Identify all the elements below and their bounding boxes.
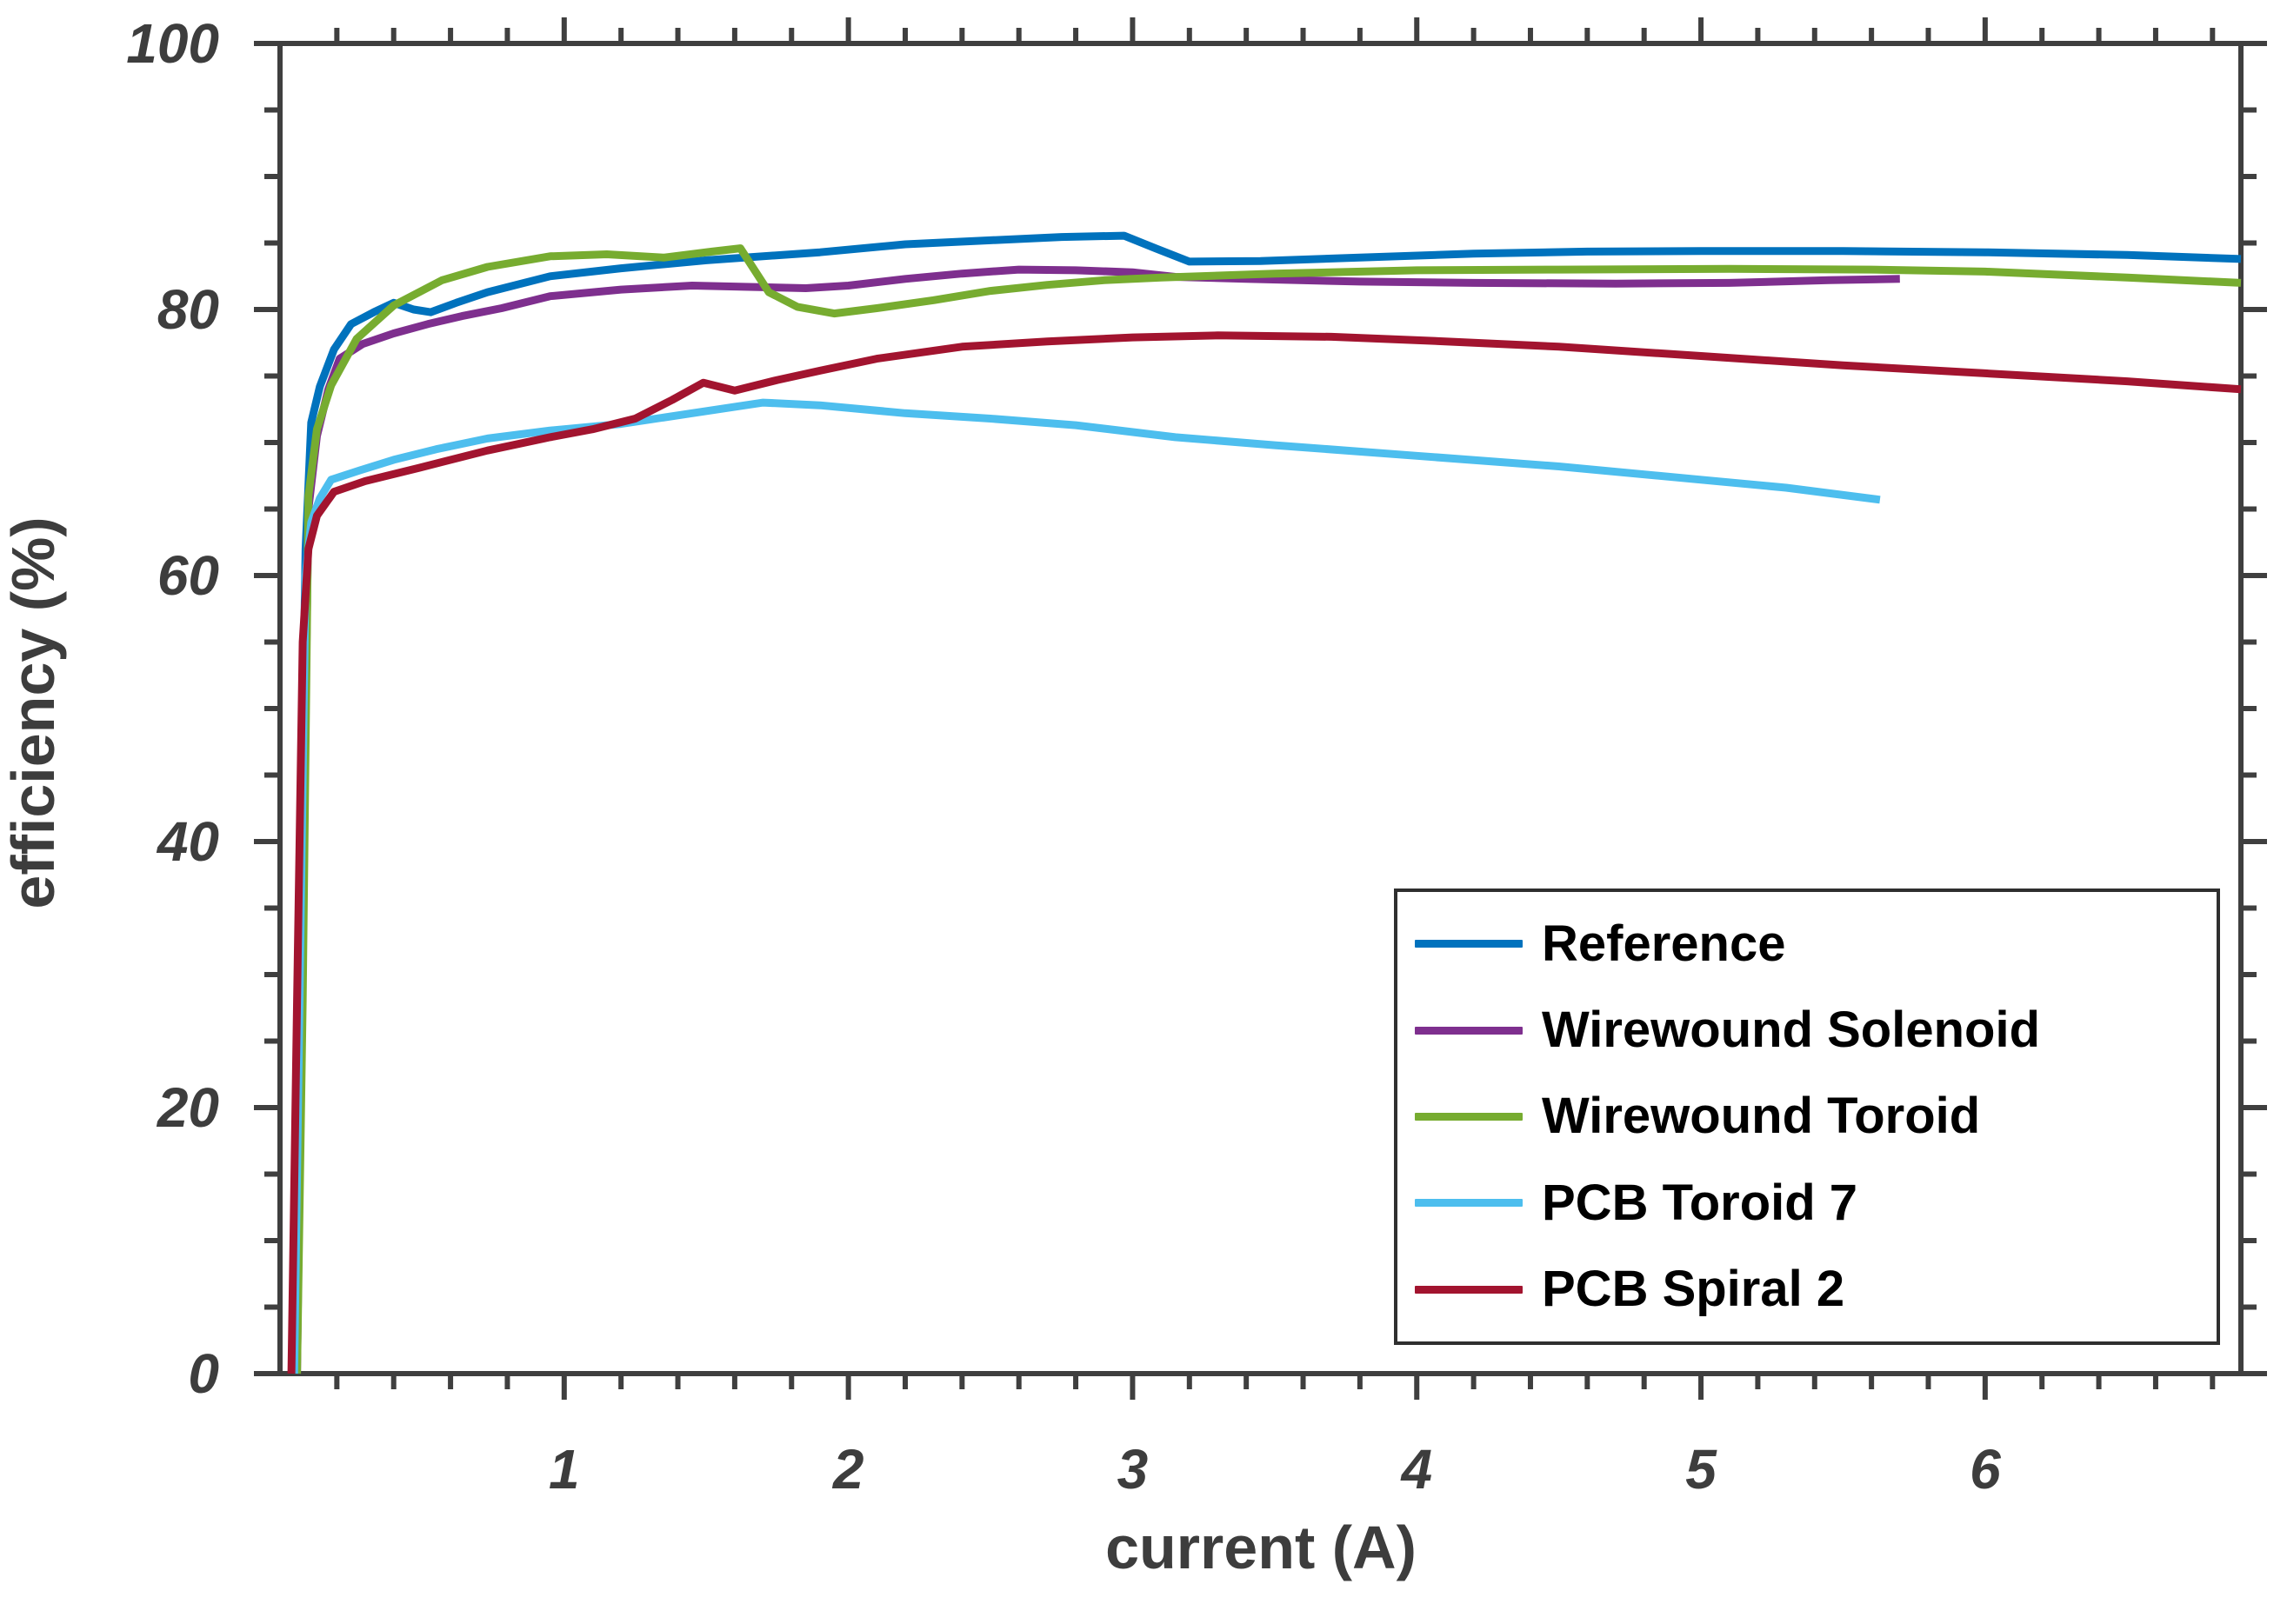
x-tick-label: 3 bbox=[1117, 1438, 1149, 1501]
plot-box bbox=[277, 41, 2244, 1376]
pcb-toroid-7-line-swatch bbox=[1415, 1199, 1523, 1208]
legend-label: Wirewound Toroid bbox=[1542, 1088, 1981, 1145]
legend-item-pcb-toroid-7: PCB Toroid 7 bbox=[1415, 1174, 2208, 1231]
wirewound-toroid-line-swatch bbox=[1415, 1112, 1523, 1121]
x-tick-label: 1 bbox=[549, 1438, 580, 1501]
legend-label: PCB Spiral 2 bbox=[1542, 1261, 1845, 1318]
reference-line-swatch bbox=[1415, 940, 1523, 948]
x-tick-label: 2 bbox=[832, 1438, 864, 1501]
series-line-pcb-spiral-2 bbox=[287, 331, 2242, 1374]
x-tick-label: 6 bbox=[1970, 1438, 2001, 1501]
legend-item-reference: Reference bbox=[1415, 915, 2208, 972]
x-tick-label: 4 bbox=[1399, 1438, 1432, 1501]
legend-item-wirewound-solenoid: Wirewound Solenoid bbox=[1415, 1005, 2208, 1055]
legend-box: Reference Wirewound Solenoid Wirewound T… bbox=[1394, 889, 2220, 1345]
pcb-spiral-2-line-swatch bbox=[1415, 1285, 1523, 1294]
y-tick-label: 100 bbox=[126, 12, 219, 75]
y-tick-label: 40 bbox=[156, 810, 219, 873]
legend-label: Wirewound Solenoid bbox=[1542, 1002, 2041, 1059]
series-line-wirewound-solenoid bbox=[293, 265, 1900, 1374]
legend-label: Reference bbox=[1542, 915, 1786, 972]
y-axis-label: efficiency (%) bbox=[0, 516, 67, 909]
legend-item-pcb-spiral-2: PCB Spiral 2 bbox=[1415, 1264, 2208, 1315]
x-tick-label: 5 bbox=[1685, 1438, 1717, 1501]
series-line-reference bbox=[290, 231, 2242, 1374]
legend-item-wirewound-toroid: Wirewound Toroid bbox=[1415, 1091, 2208, 1141]
wirewound-solenoid-line-swatch bbox=[1415, 1026, 1523, 1035]
y-tick-label: 20 bbox=[157, 1076, 219, 1139]
series-line-wirewound-toroid bbox=[293, 244, 2242, 1374]
legend-label: PCB Toroid 7 bbox=[1542, 1174, 1858, 1231]
y-tick-label: 60 bbox=[157, 544, 219, 607]
series-line-pcb-toroid-7 bbox=[290, 398, 1881, 1374]
y-tick-label: 80 bbox=[157, 278, 219, 341]
x-axis-label: current (A) bbox=[1105, 1514, 1417, 1581]
y-tick-label: 0 bbox=[188, 1342, 219, 1405]
